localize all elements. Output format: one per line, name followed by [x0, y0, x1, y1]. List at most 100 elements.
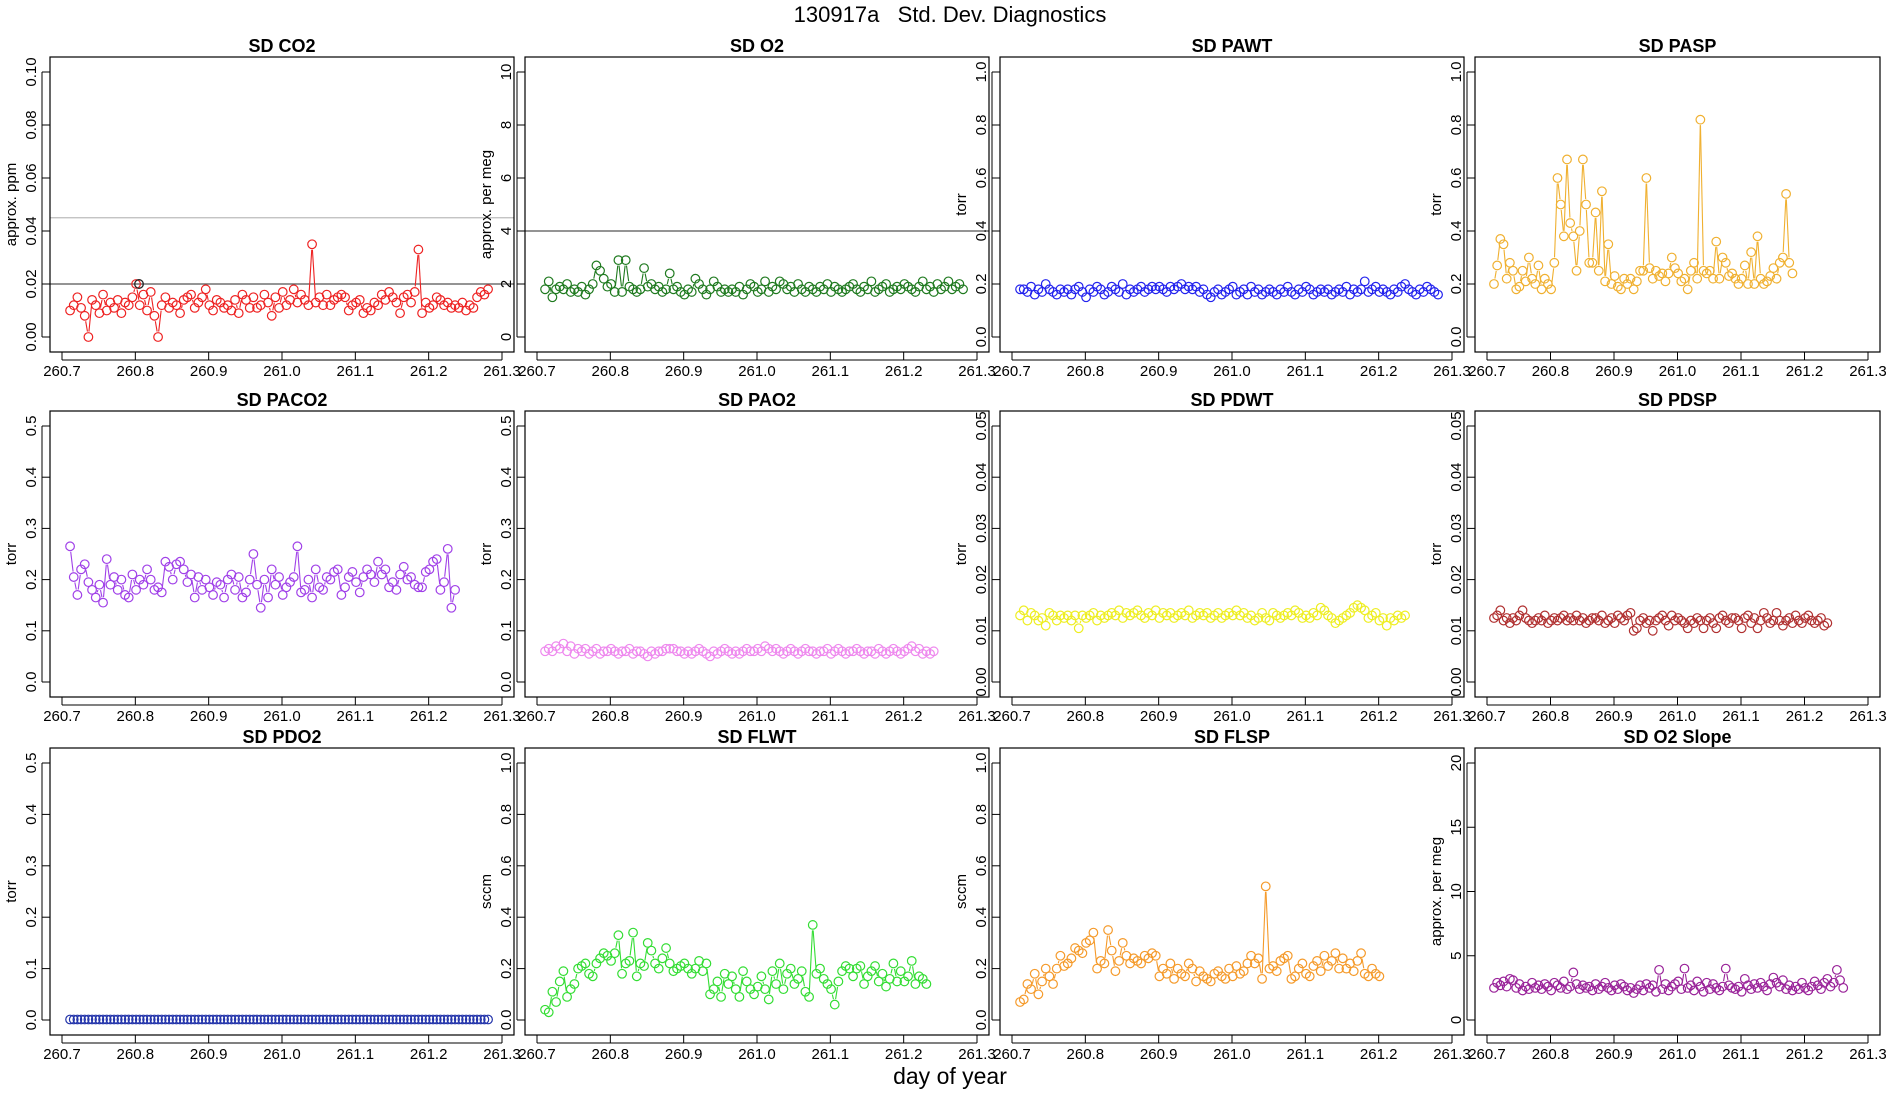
data-point	[1489, 279, 1499, 289]
x-tick-label: 260.9	[1595, 1046, 1633, 1063]
data-point	[1539, 273, 1550, 284]
data-point	[1562, 984, 1572, 995]
data-point	[1612, 281, 1623, 292]
data-point	[409, 1014, 420, 1025]
data-point	[1730, 273, 1741, 284]
data-point	[219, 1014, 229, 1025]
data-point	[1828, 977, 1839, 988]
data-point	[1517, 265, 1528, 276]
data-point	[1600, 276, 1611, 287]
data-point	[609, 948, 620, 959]
data-point	[1635, 980, 1645, 991]
y-tick-label: 0.2	[23, 569, 40, 590]
series-segment	[451, 595, 455, 603]
data-point	[1359, 605, 1370, 616]
data-point	[112, 584, 123, 595]
series-segment	[1757, 241, 1761, 274]
data-point	[1501, 273, 1512, 284]
data-point	[1704, 984, 1715, 995]
data-point	[358, 1014, 369, 1025]
y-tick-label: 0.2	[498, 958, 515, 979]
panel-title: SD O2	[730, 36, 784, 56]
panel-title: SD PDSP	[1638, 390, 1717, 410]
series-segment	[802, 976, 805, 987]
series-segment	[1560, 209, 1564, 231]
data-point	[1673, 613, 1684, 623]
series-segment	[239, 299, 242, 308]
data-point	[833, 976, 844, 987]
data-point	[1180, 971, 1190, 982]
data-point	[259, 1014, 270, 1025]
data-point	[1720, 615, 1731, 626]
data-point	[215, 579, 226, 590]
data-point	[1319, 950, 1330, 961]
x-tick-label: 261.1	[337, 1046, 375, 1063]
data-point	[200, 284, 211, 295]
data-point	[1724, 271, 1734, 281]
data-point	[182, 1014, 193, 1025]
data-point	[1498, 615, 1509, 626]
series-segment	[99, 299, 103, 308]
series-segment	[1595, 217, 1600, 266]
data-point	[1746, 618, 1757, 629]
y-tick-label: 0.4	[973, 907, 990, 928]
data-point	[1136, 958, 1146, 969]
data-point	[1374, 971, 1385, 982]
data-point	[1070, 610, 1080, 621]
series-segment	[1716, 247, 1720, 274]
data-point	[1099, 958, 1110, 969]
data-point	[866, 276, 877, 287]
series-segment	[1754, 241, 1758, 279]
data-point	[461, 1014, 471, 1025]
data-point	[1787, 268, 1798, 279]
data-point	[1654, 271, 1664, 281]
data-point	[1641, 618, 1652, 629]
data-point	[428, 1014, 438, 1025]
data-point	[1625, 607, 1636, 618]
data-point	[134, 300, 145, 311]
series-segment	[860, 971, 864, 979]
plot-frame	[999, 56, 1465, 353]
data-point	[1714, 613, 1725, 623]
data-point	[296, 1014, 306, 1025]
data-point	[178, 1014, 189, 1025]
series-segment	[272, 302, 275, 311]
y-tick-label: 0.8	[973, 804, 990, 825]
data-point	[1587, 613, 1598, 623]
data-point	[624, 955, 635, 966]
series-segment	[294, 294, 297, 298]
data-point	[1562, 615, 1572, 626]
data-point	[1587, 257, 1598, 268]
data-point	[1381, 620, 1392, 631]
y-tick-label: 8	[498, 121, 515, 129]
data-point	[1282, 950, 1293, 961]
data-point	[281, 1014, 292, 1025]
x-tick-label: 261.1	[1287, 708, 1325, 725]
data-point	[398, 1014, 409, 1025]
y-tick-label: 20	[1448, 755, 1465, 772]
data-point	[340, 582, 350, 593]
data-point	[1504, 618, 1515, 629]
data-point	[105, 579, 116, 590]
series-segment	[170, 571, 172, 575]
data-point	[160, 1014, 171, 1025]
data-point	[1555, 199, 1566, 210]
data-point	[208, 1014, 218, 1025]
x-tick-label: 261.2	[1360, 363, 1398, 380]
data-point	[1498, 976, 1509, 987]
data-point	[855, 961, 866, 971]
y-tick-label: 0.8	[1448, 115, 1465, 136]
series-segment	[812, 930, 817, 969]
series-segment	[1570, 977, 1573, 982]
data-point	[1571, 979, 1582, 989]
data-point	[226, 1014, 237, 1025]
data-point	[116, 574, 127, 585]
data-point	[332, 564, 343, 575]
data-point	[1558, 610, 1569, 621]
data-point	[1638, 265, 1649, 276]
data-point	[1689, 618, 1699, 629]
data-point	[116, 308, 127, 319]
data-point	[697, 966, 708, 977]
data-point	[439, 577, 449, 588]
